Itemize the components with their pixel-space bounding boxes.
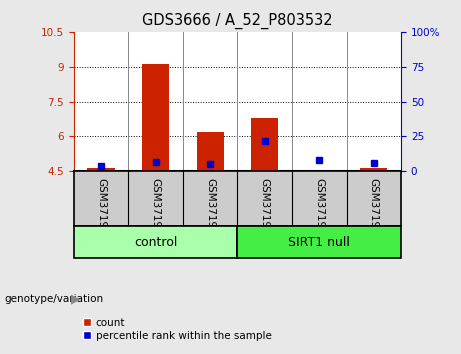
Title: GDS3666 / A_52_P803532: GDS3666 / A_52_P803532 — [142, 13, 333, 29]
FancyBboxPatch shape — [237, 226, 401, 258]
Text: GSM371992: GSM371992 — [314, 178, 324, 241]
Text: GSM371989: GSM371989 — [151, 178, 160, 241]
Text: control: control — [134, 236, 177, 249]
Text: SIRT1 null: SIRT1 null — [288, 236, 350, 249]
Text: GSM371993: GSM371993 — [369, 178, 379, 241]
Bar — [196, 132, 224, 171]
Text: GSM371990: GSM371990 — [205, 178, 215, 241]
Text: GSM371988: GSM371988 — [96, 178, 106, 241]
Legend: count, percentile rank within the sample: count, percentile rank within the sample — [79, 314, 276, 345]
Bar — [360, 168, 387, 171]
Text: ▶: ▶ — [71, 293, 81, 306]
Bar — [142, 64, 169, 171]
Text: GSM371991: GSM371991 — [260, 178, 270, 241]
Text: genotype/variation: genotype/variation — [5, 294, 104, 304]
FancyBboxPatch shape — [74, 226, 237, 258]
Bar — [88, 169, 115, 171]
Bar — [251, 118, 278, 171]
